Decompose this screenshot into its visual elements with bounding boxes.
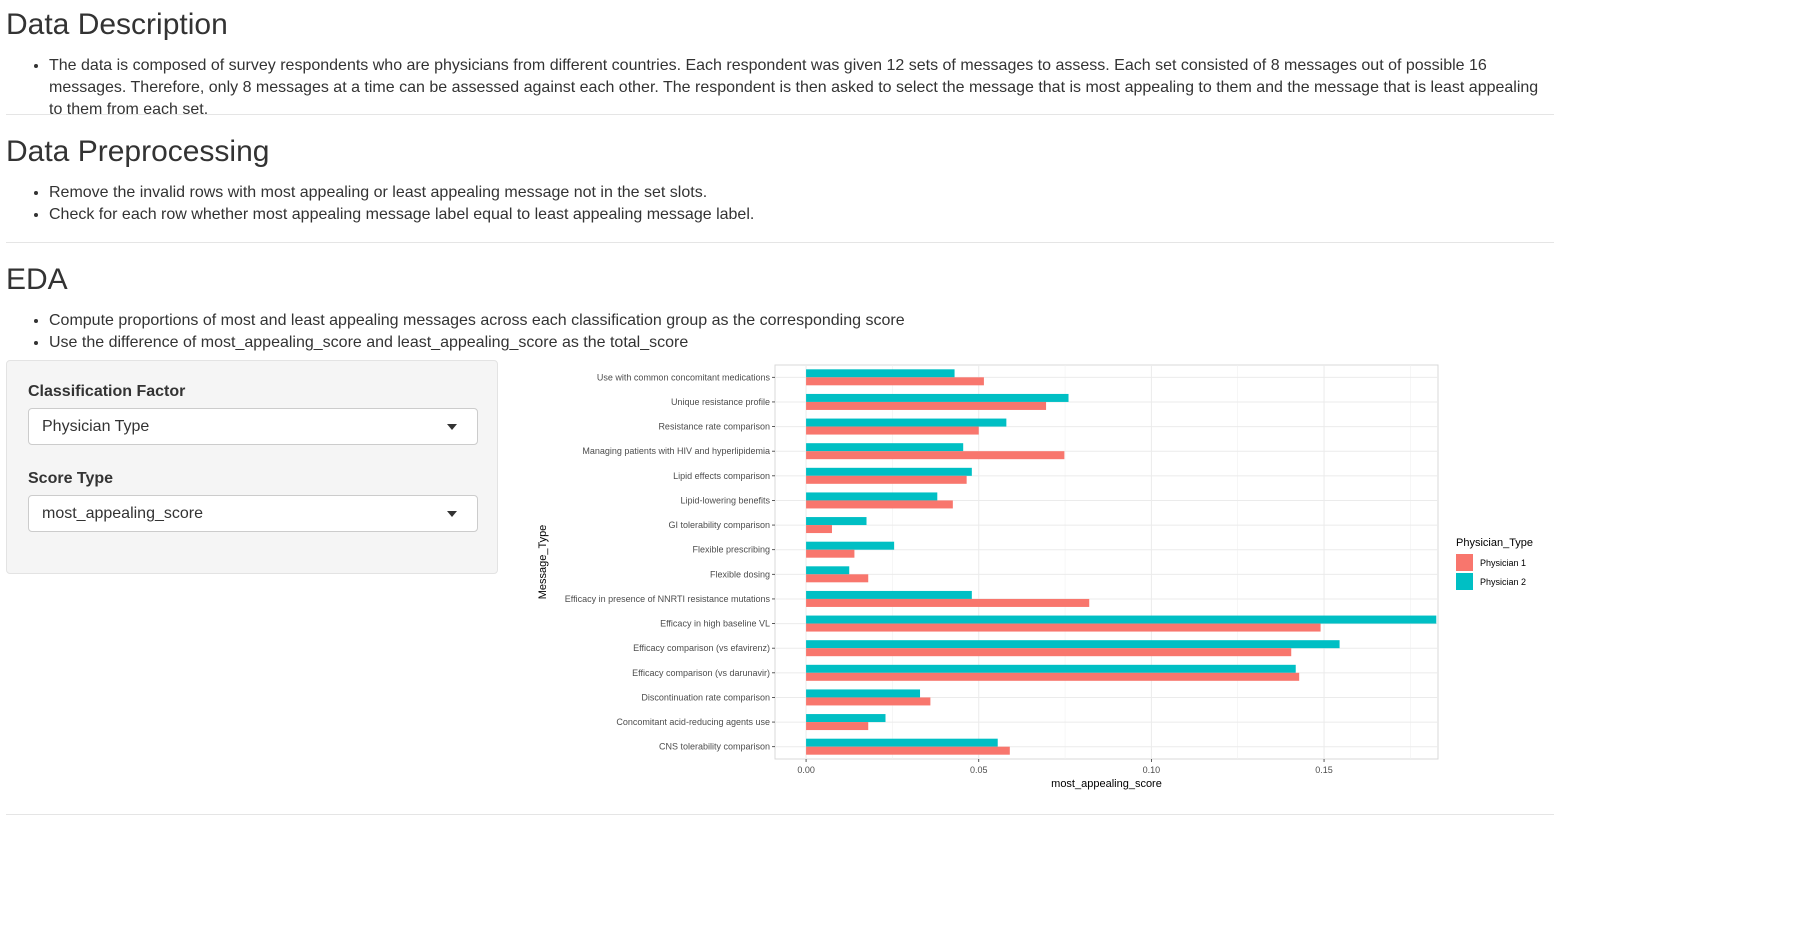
bar-physician-2 — [806, 689, 921, 698]
y-tick-label: Use with common concomitant medications — [597, 372, 771, 382]
list-item: Remove the invalid rows with most appeal… — [49, 182, 1545, 204]
legend-title: Physician_Type — [1456, 537, 1533, 549]
divider — [6, 814, 1554, 815]
bar-physician-1 — [806, 722, 869, 731]
x-tick-label: 0.00 — [797, 765, 815, 775]
legend-label: Physician 2 — [1480, 577, 1526, 587]
legend-key — [1456, 573, 1473, 590]
bar-physician-1 — [806, 475, 967, 484]
y-tick-label: Concomitant acid-reducing agents use — [616, 717, 770, 727]
classification-factor-label: Classification Factor — [28, 383, 186, 400]
y-tick-label: Managing patients with HIV and hyperlipi… — [582, 446, 770, 456]
list-item: Compute proportions of most and least ap… — [49, 310, 1545, 332]
bar-physician-1 — [806, 672, 1300, 681]
y-axis-title: Message_Type — [537, 525, 549, 600]
section-title-data-preprocessing: Data Preprocessing — [6, 135, 270, 168]
dropdown-caret-icon — [447, 424, 457, 430]
bar-physician-1 — [806, 648, 1292, 657]
y-tick-label: Efficacy in high baseline VL — [660, 619, 770, 629]
y-tick-label: Lipid-lowering benefits — [680, 495, 770, 505]
legend-label: Physician 1 — [1480, 558, 1526, 568]
eda-list: Compute proportions of most and least ap… — [6, 310, 1545, 354]
x-tick-label: 0.15 — [1315, 765, 1333, 775]
bar-physician-2 — [806, 492, 938, 501]
score-bar-chart: 0.00 0.05 0.10 0.15 Use with common concomit… — [530, 356, 1554, 796]
classification-factor-select[interactable]: Physician Type — [28, 408, 478, 445]
bar-physician-1 — [806, 623, 1321, 632]
bar-physician-1 — [806, 574, 869, 583]
bar-physician-2 — [806, 517, 867, 526]
bar-physician-1 — [806, 426, 979, 435]
score-type-select[interactable]: most_appealing_score — [28, 495, 478, 532]
bar-physician-2 — [806, 615, 1437, 624]
bar-physician-2 — [806, 369, 955, 378]
data-description-section: Data Description The data is composed of… — [6, 7, 1545, 121]
bar-physician-2 — [806, 714, 886, 723]
score-type-value: most_appealing_score — [42, 505, 203, 522]
bar-physician-1 — [806, 451, 1065, 460]
bar-physician-1 — [806, 500, 953, 509]
bar-physician-2 — [806, 418, 1007, 427]
divider — [6, 242, 1554, 243]
y-tick-label: Efficacy comparison (vs darunavir) — [632, 668, 770, 678]
y-tick-label: Flexible dosing — [710, 569, 770, 579]
bar-physician-1 — [806, 525, 832, 534]
y-tick-label: Unique resistance profile — [671, 397, 770, 407]
bar-physician-2 — [806, 664, 1296, 673]
bar-physician-1 — [806, 549, 855, 558]
bar-physician-1 — [806, 598, 1090, 607]
y-tick-label: Discontinuation rate comparison — [641, 692, 770, 702]
y-tick-label: Flexible prescribing — [692, 545, 770, 555]
list-item: Check for each row whether most appealin… — [49, 204, 1545, 226]
y-tick-label: Lipid effects comparison — [673, 471, 770, 481]
data-preprocessing-section: Data Preprocessing Remove the invalid ro… — [6, 134, 1545, 226]
divider — [6, 114, 1554, 115]
bar-physician-1 — [806, 401, 1047, 410]
bar-physician-2 — [806, 590, 972, 599]
bar-physician-2 — [806, 467, 972, 476]
dropdown-caret-icon — [447, 511, 457, 517]
x-tick-label: 0.10 — [1143, 765, 1161, 775]
bar-physician-2 — [806, 393, 1069, 402]
y-tick-label: Resistance rate comparison — [658, 422, 770, 432]
chart-svg: 0.00 0.05 0.10 0.15 Use with common concomit… — [537, 364, 1533, 790]
bar-physician-1 — [806, 377, 984, 386]
bar-physician-2 — [806, 640, 1340, 649]
data-preprocessing-list: Remove the invalid rows with most appeal… — [6, 182, 1545, 226]
section-title-eda: EDA — [6, 263, 68, 296]
x-tick-label: 0.05 — [970, 765, 988, 775]
bar-physician-2 — [806, 738, 998, 747]
data-description-list: The data is composed of survey responden… — [6, 55, 1545, 121]
sidebar-panel: Classification Factor Physician Type Sco… — [6, 360, 498, 574]
section-title-data-description: Data Description — [6, 8, 228, 41]
list-item: Use the difference of most_appealing_sco… — [49, 332, 1545, 354]
score-type-label: Score Type — [28, 470, 114, 487]
y-tick-label: Efficacy comparison (vs efavirenz) — [633, 643, 770, 653]
y-tick-label: GI tolerability comparison — [668, 520, 770, 530]
bar-physician-2 — [806, 541, 895, 550]
y-tick-label: Efficacy in presence of NNRTI resistance… — [565, 594, 771, 604]
y-tick-label: CNS tolerability comparison — [659, 742, 770, 752]
bar-physician-2 — [806, 443, 964, 452]
bar-physician-1 — [806, 746, 1010, 755]
classification-factor-value: Physician Type — [42, 418, 150, 435]
bar-physician-2 — [806, 566, 850, 575]
x-axis-title: most_appealing_score — [1051, 778, 1162, 790]
eda-section: EDA Compute proportions of most and leas… — [6, 262, 1545, 354]
list-item: The data is composed of survey responden… — [49, 55, 1545, 121]
bar-physician-1 — [806, 697, 931, 706]
legend-key — [1456, 554, 1473, 571]
